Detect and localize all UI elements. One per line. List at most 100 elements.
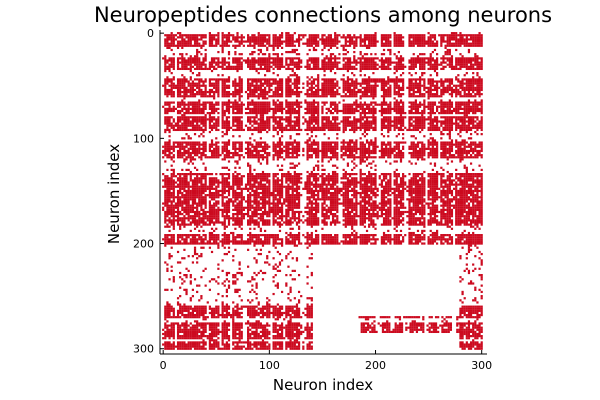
scatter-point bbox=[247, 145, 250, 148]
scatter-point bbox=[270, 84, 273, 87]
scatter-point bbox=[351, 128, 354, 132]
scatter-point bbox=[261, 116, 265, 119]
scatter-point bbox=[247, 61, 250, 64]
scatter-point bbox=[168, 151, 171, 155]
scatter-point bbox=[270, 65, 273, 68]
scatter-point bbox=[323, 65, 326, 68]
scatter-point bbox=[368, 149, 371, 153]
scatter-point bbox=[300, 101, 303, 104]
scatter-point bbox=[225, 84, 228, 87]
scatter-point bbox=[472, 59, 475, 62]
scatter-point bbox=[331, 80, 335, 83]
scatter-point bbox=[166, 120, 169, 123]
scatter-point bbox=[314, 34, 318, 37]
scatter-point bbox=[474, 126, 477, 129]
scatter-point bbox=[419, 116, 422, 119]
scatter-point bbox=[374, 95, 377, 98]
scatter-point bbox=[221, 65, 224, 68]
scatter-point bbox=[334, 141, 337, 144]
scatter-point bbox=[344, 86, 347, 89]
scatter-point bbox=[314, 101, 318, 104]
scatter-point bbox=[223, 101, 226, 104]
scatter-point bbox=[331, 53, 335, 56]
scatter-point bbox=[225, 67, 228, 71]
scatter-point bbox=[457, 116, 460, 119]
scatter-point bbox=[410, 93, 413, 96]
scatter-point bbox=[283, 128, 286, 132]
scatter-point bbox=[361, 40, 364, 43]
scatter-point bbox=[380, 65, 383, 68]
scatter-point bbox=[183, 67, 186, 71]
scatter-point bbox=[402, 128, 405, 132]
scatter-point bbox=[308, 137, 311, 140]
scatter-point bbox=[480, 82, 483, 85]
scatter-point bbox=[242, 103, 245, 106]
scatter-point bbox=[202, 82, 205, 85]
scatter-point bbox=[323, 61, 326, 64]
scatter-point bbox=[225, 143, 228, 146]
scatter-point bbox=[478, 88, 481, 92]
scatter-point bbox=[427, 82, 430, 85]
scatter-point bbox=[442, 109, 445, 113]
scatter-point bbox=[185, 118, 188, 121]
scatter-point bbox=[467, 93, 471, 96]
scatter-point bbox=[393, 72, 396, 75]
scatter-point bbox=[272, 34, 275, 37]
scatter-point bbox=[459, 63, 462, 66]
scatter-point bbox=[463, 101, 466, 104]
scatter-point bbox=[363, 90, 367, 94]
scatter-point bbox=[168, 36, 171, 39]
scatter-point bbox=[172, 105, 175, 108]
scatter-point bbox=[414, 38, 417, 41]
scatter-point bbox=[452, 90, 456, 94]
scatter-point bbox=[227, 67, 231, 71]
scatter-point bbox=[227, 143, 231, 146]
scatter-point bbox=[431, 126, 434, 129]
scatter-point bbox=[438, 34, 441, 37]
scatter-point bbox=[221, 84, 224, 87]
scatter-point bbox=[353, 109, 356, 113]
scatter-point bbox=[355, 38, 358, 41]
scatter-point bbox=[278, 103, 282, 106]
scatter-point bbox=[227, 65, 231, 68]
scatter-point bbox=[264, 143, 267, 146]
scatter-point bbox=[274, 147, 277, 150]
scatter-point bbox=[348, 63, 352, 66]
scatter-point bbox=[183, 65, 186, 68]
scatter-point bbox=[227, 139, 231, 142]
scatter-point bbox=[425, 90, 428, 94]
scatter-point bbox=[168, 69, 171, 73]
scatter-point bbox=[370, 122, 373, 125]
scatter-point bbox=[450, 145, 454, 148]
scatter-point bbox=[261, 120, 265, 123]
scatter-point bbox=[385, 101, 388, 104]
scatter-point bbox=[232, 141, 235, 144]
scatter-point bbox=[185, 149, 188, 153]
scatter-point bbox=[189, 59, 192, 62]
scatter-point bbox=[285, 88, 288, 92]
scatter-point bbox=[196, 116, 199, 119]
scatter-point bbox=[202, 84, 205, 87]
scatter-point bbox=[478, 124, 481, 127]
scatter-point bbox=[433, 112, 437, 115]
scatter-point bbox=[374, 141, 377, 144]
scatter-point bbox=[348, 95, 352, 98]
scatter-point bbox=[334, 149, 337, 153]
scatter-point bbox=[365, 124, 369, 127]
scatter-point bbox=[268, 124, 271, 127]
scatter-point bbox=[472, 103, 475, 106]
scatter-point bbox=[234, 50, 237, 54]
scatter-point bbox=[336, 151, 339, 155]
scatter-point bbox=[380, 34, 383, 37]
scatter-point bbox=[253, 105, 256, 108]
scatter-point bbox=[474, 105, 477, 108]
scatter-point bbox=[255, 86, 258, 89]
scatter-point bbox=[297, 67, 301, 71]
scatter-point bbox=[291, 34, 294, 37]
scatter-point bbox=[363, 34, 367, 37]
scatter-point bbox=[355, 84, 358, 87]
scatter-point bbox=[268, 57, 271, 60]
scatter-point bbox=[431, 143, 434, 146]
scatter-point bbox=[187, 34, 190, 37]
scatter-point bbox=[234, 84, 237, 87]
